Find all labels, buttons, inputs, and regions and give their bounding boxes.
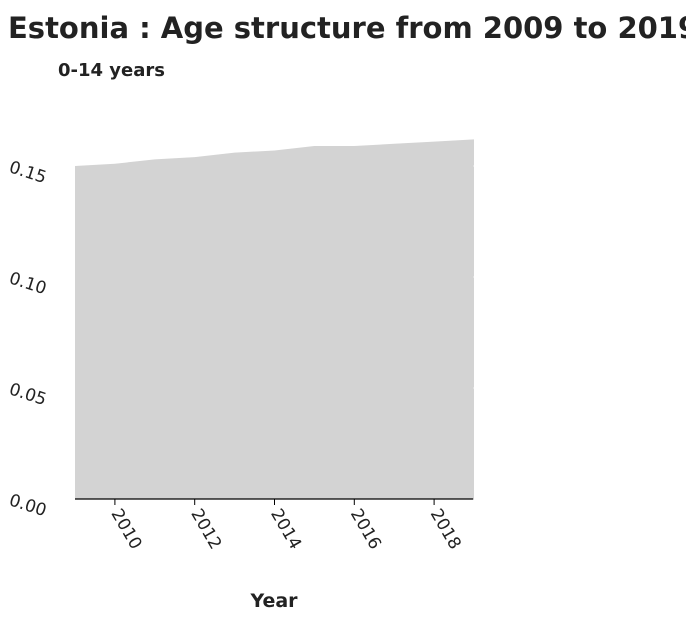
y-tick-label: 0.15 — [7, 157, 49, 188]
chart-title: Estonia : Age structure from 2009 to 201… — [8, 11, 686, 45]
y-tick-label: 0.00 — [7, 490, 49, 521]
x-tick-label: 2012 — [186, 506, 225, 553]
x-tick-label: 2014 — [266, 506, 305, 553]
y-tick-label: 0.10 — [7, 268, 49, 299]
y-axis-label: 0-14 years — [58, 60, 165, 81]
y-tick-label: 0.05 — [7, 379, 49, 410]
x-tick-label: 2010 — [107, 506, 146, 553]
area — [75, 139, 474, 500]
x-axis-label: Year — [249, 590, 298, 612]
x-tick-label: 2018 — [426, 506, 465, 553]
x-tick-label: 2016 — [346, 506, 385, 553]
